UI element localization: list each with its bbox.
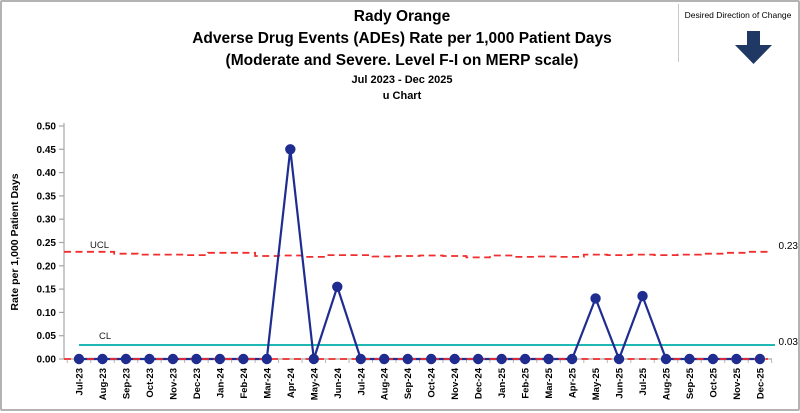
- y-tick-label: 0.15: [37, 285, 57, 296]
- data-point-marker: [496, 353, 507, 365]
- x-tick-label: Jul-23: [75, 368, 86, 395]
- x-tick-label: Sep-23: [121, 368, 132, 399]
- data-point-marker: [191, 353, 202, 365]
- chart-title-block: Rady Orange Adverse Drug Events (ADEs) R…: [2, 6, 800, 104]
- data-point-marker: [519, 353, 531, 365]
- data-point-marker: [120, 353, 132, 365]
- x-tick-label: Jun-25: [615, 367, 626, 398]
- data-point-marker: [144, 353, 155, 365]
- y-tick-label: 0.25: [37, 238, 57, 249]
- data-point-marker: [238, 353, 249, 365]
- x-tick-label: Nov-23: [168, 368, 179, 400]
- data-point-marker: [355, 353, 366, 365]
- data-point-marker: [613, 353, 625, 365]
- cl-end-value: 0.03: [779, 337, 799, 348]
- data-point-marker: [637, 290, 648, 302]
- data-point-marker: [660, 353, 672, 365]
- x-tick-label: Aug-24: [380, 367, 391, 400]
- down-arrow-shape: [735, 31, 772, 64]
- data-point-marker: [73, 353, 85, 365]
- chart-subtitle-charttype: u Chart: [382, 90, 422, 102]
- x-tick-label: Dec-25: [755, 367, 766, 399]
- data-point-marker: [285, 144, 296, 155]
- chart-title-line3: (Moderate and Severe. Level F-I on MERP …: [225, 52, 579, 69]
- x-tick-label: Aug-23: [98, 368, 109, 400]
- x-tick-label: Aug-25: [662, 367, 673, 400]
- desired-direction-divider: [678, 4, 679, 62]
- data-point-marker: [449, 353, 460, 365]
- data-point-marker: [379, 353, 390, 365]
- x-tick-label: Feb-24: [239, 367, 250, 398]
- y-tick-label: 0.35: [37, 191, 57, 202]
- ucl-line: [64, 250, 768, 259]
- data-point-marker: [214, 353, 226, 365]
- x-tick-label: Feb-25: [521, 367, 532, 398]
- chart-subtitle-daterange: Jul 2023 - Dec 2025: [351, 74, 453, 86]
- x-tick-label: Apr-25: [568, 367, 579, 398]
- down-arrow-icon: [735, 31, 772, 64]
- x-tick-label: May-25: [591, 367, 602, 400]
- x-tick-label: Oct-25: [708, 367, 719, 397]
- x-tick-label: Jun-24: [333, 367, 344, 398]
- x-tick-label: May-24: [309, 367, 320, 400]
- ucl-end-value: 0.23: [779, 241, 799, 252]
- y-tick-label: 0.40: [37, 168, 57, 179]
- x-tick-label: Dec-24: [474, 367, 485, 399]
- x-tick-label: Jan-24: [215, 367, 226, 398]
- y-axis-title: Rate per 1,000 Patient Days: [9, 173, 21, 310]
- data-point-marker: [543, 353, 554, 365]
- y-tick-label: 0.00: [37, 355, 57, 366]
- x-tick-label: Nov-25: [732, 367, 743, 399]
- data-point-marker: [426, 353, 437, 365]
- x-tick-label: Sep-25: [685, 367, 696, 399]
- data-point-marker: [590, 293, 601, 304]
- x-tick-label: Jul-25: [638, 367, 649, 395]
- y-tick-label: 0.20: [37, 261, 57, 272]
- x-tick-label: Jan-25: [497, 367, 508, 398]
- data-point-marker: [754, 353, 766, 365]
- data-point-marker: [707, 353, 719, 365]
- data-point-marker: [261, 353, 273, 365]
- x-tick-label: Nov-24: [450, 367, 461, 399]
- chart-title-line2: Adverse Drug Events (ADEs) Rate per 1,00…: [192, 30, 612, 47]
- data-point-marker: [97, 353, 108, 365]
- data-point-marker: [731, 353, 742, 365]
- x-tick-label: Apr-24: [286, 367, 297, 398]
- y-tick-label: 0.50: [37, 122, 57, 133]
- ucl-label: UCL: [90, 240, 109, 251]
- data-point-marker: [566, 353, 578, 365]
- x-tick-label: Oct-24: [427, 367, 438, 397]
- x-tick-label: Mar-25: [544, 367, 555, 398]
- y-tick-label: 0.05: [37, 331, 57, 342]
- data-point-marker: [402, 353, 413, 365]
- data-point-marker: [684, 353, 695, 365]
- data-point-marker: [472, 353, 484, 365]
- y-tick-label: 0.45: [37, 145, 57, 156]
- x-tick-label: Mar-24: [262, 367, 273, 398]
- data-point-marker: [167, 353, 179, 365]
- y-tick-label: 0.10: [37, 308, 57, 319]
- data-point-marker: [332, 281, 343, 292]
- chart-title-line1: Rady Orange: [353, 8, 451, 25]
- desired-direction-label: Desired Direction of Change: [684, 10, 792, 20]
- x-tick-label: Jul-24: [356, 367, 367, 395]
- data-point-marker: [308, 353, 319, 365]
- x-tick-label: Dec-23: [192, 368, 203, 399]
- x-tick-label: Sep-24: [403, 367, 414, 399]
- cl-label: CL: [99, 331, 111, 342]
- y-tick-label: 0.30: [37, 215, 57, 226]
- x-tick-label: Oct-23: [145, 368, 156, 398]
